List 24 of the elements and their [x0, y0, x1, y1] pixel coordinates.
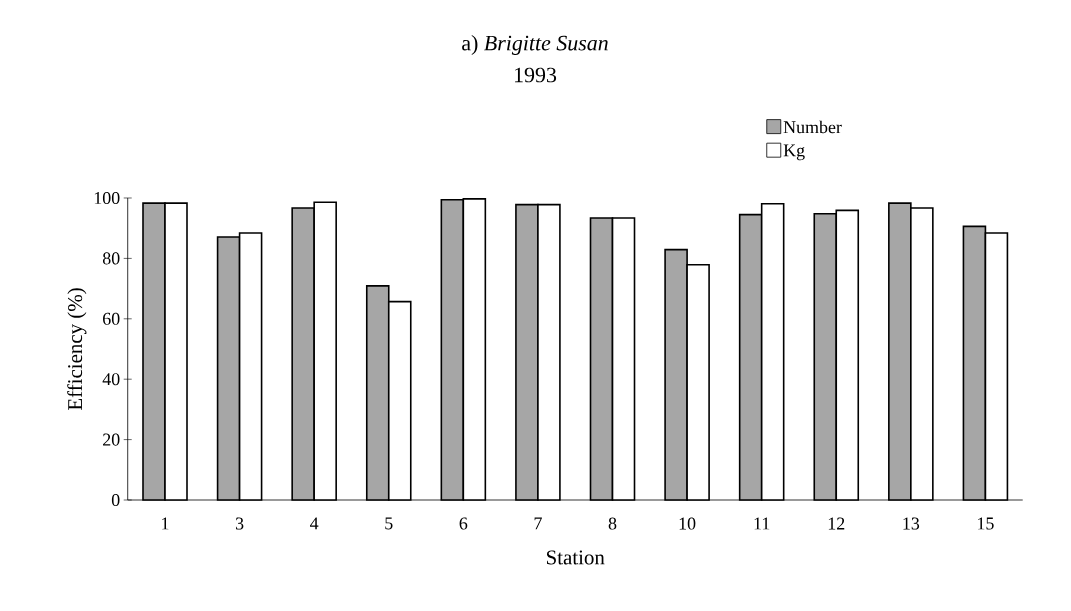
legend-label: Kg: [783, 144, 805, 161]
x-tick-label: 15: [978, 517, 994, 530]
x-tick-label: 3: [235, 517, 244, 530]
x-tick-label: 13: [903, 517, 920, 530]
x-tick-label: 5: [385, 517, 393, 530]
y-tick-label: 80: [102, 252, 120, 265]
legend-label: Number: [783, 120, 842, 134]
y-tick-label: 20: [103, 433, 120, 446]
x-tick-label: 7: [534, 517, 542, 530]
x-tick-label: 8: [608, 517, 617, 530]
y-tick-label: 100: [94, 191, 120, 205]
x-tick-label: 4: [310, 517, 319, 530]
x-tick-label: 6: [459, 517, 468, 530]
x-axis-title: Station: [546, 550, 605, 565]
x-tick-label: 11: [754, 517, 770, 530]
y-tick-label: 40: [102, 373, 120, 386]
x-tick-label: 1: [162, 517, 169, 530]
x-tick-label: 12: [828, 517, 845, 530]
chart-title: a) Brigitte Susan: [462, 35, 608, 55]
y-tick-label: 0: [111, 493, 120, 507]
chart-subtitle: 1993: [515, 67, 557, 83]
x-tick-label: 10: [679, 517, 696, 530]
y-tick-label: 60: [103, 312, 120, 325]
y-axis-title: Efficiency (%): [67, 288, 87, 411]
